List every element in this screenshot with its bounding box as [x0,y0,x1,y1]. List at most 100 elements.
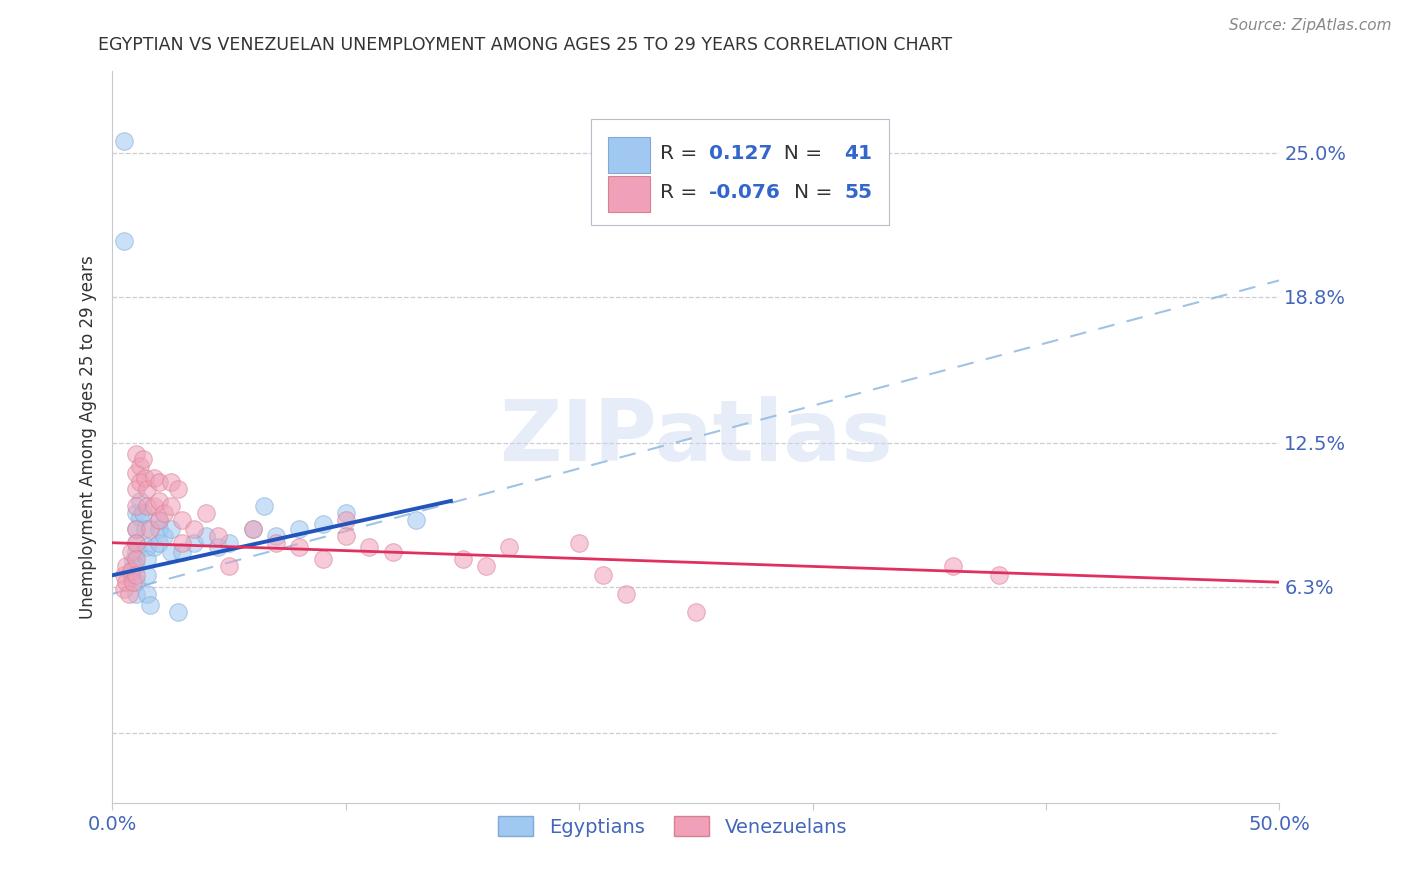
Point [129,510,152,524]
Point [172,535,194,549]
Point [136,587,159,601]
Point [120,564,142,578]
Point [125,552,148,566]
Point [136,483,159,497]
Text: R =: R = [659,183,703,202]
Point [125,575,148,590]
Point [134,522,156,536]
Point [115,575,138,590]
Point [120,564,142,578]
Point [160,499,183,513]
Point [125,587,148,601]
Text: -0.076: -0.076 [709,183,780,202]
Point [132,452,155,467]
Point [451,552,474,566]
Point [125,506,148,520]
Text: R =: R = [659,144,703,162]
Point [129,475,152,490]
Point [166,483,188,497]
Point [359,541,381,555]
Point [125,545,148,559]
Point [134,471,156,485]
Point [242,522,264,536]
Text: 41: 41 [844,144,872,162]
Point [148,475,170,490]
Point [218,558,240,573]
Point [112,134,135,148]
Point [125,499,148,513]
Text: Source: ZipAtlas.com: Source: ZipAtlas.com [1229,18,1392,33]
Point [115,558,138,573]
Point [153,506,176,520]
Point [264,535,287,549]
Point [942,558,965,573]
Point [381,545,404,559]
Point [129,494,152,508]
Point [148,535,170,549]
Point [160,545,183,559]
Point [288,541,311,555]
Point [125,483,148,497]
Point [112,568,135,582]
Text: N =: N = [770,144,828,162]
Text: 0.127: 0.127 [709,144,772,162]
Point [335,506,357,520]
Point [614,587,637,601]
FancyBboxPatch shape [609,176,651,211]
Point [335,512,357,526]
Point [125,535,148,549]
Point [183,522,205,536]
Text: EGYPTIAN VS VENEZUELAN UNEMPLOYMENT AMONG AGES 25 TO 29 YEARS CORRELATION CHART: EGYPTIAN VS VENEZUELAN UNEMPLOYMENT AMON… [98,36,952,54]
Point [143,471,166,485]
Point [143,541,166,555]
Point [160,475,183,490]
Point [139,522,162,536]
Point [112,582,135,597]
Point [120,568,142,582]
Point [160,522,183,536]
Point [148,512,170,526]
Point [172,545,194,559]
Point [143,499,166,513]
Point [988,568,1011,582]
Point [122,575,145,590]
Point [207,541,229,555]
Point [148,522,170,536]
Point [125,558,148,573]
Point [153,529,176,543]
Point [166,606,188,620]
FancyBboxPatch shape [591,119,889,225]
Point [118,587,141,601]
Text: ZIPatlas: ZIPatlas [499,395,893,479]
Point [207,529,229,543]
Point [125,522,148,536]
FancyBboxPatch shape [609,137,651,173]
Point [253,499,276,513]
Point [139,599,162,613]
Point [148,494,170,508]
Legend: Egyptians, Venezuelans: Egyptians, Venezuelans [491,808,855,845]
Text: N =: N = [794,183,839,202]
Point [129,459,152,474]
Point [125,568,148,582]
Point [136,552,159,566]
Point [125,535,148,549]
Point [183,535,205,549]
Point [568,535,591,549]
Point [132,506,155,520]
Point [264,529,287,543]
Y-axis label: Unemployment Among Ages 25 to 29 years: Unemployment Among Ages 25 to 29 years [79,255,97,619]
Point [136,499,159,513]
Point [592,568,614,582]
Point [112,234,135,248]
Point [125,522,148,536]
Point [136,541,159,555]
Text: 55: 55 [844,183,872,202]
Point [405,512,427,526]
Point [335,529,357,543]
Point [172,512,194,526]
Point [311,517,333,532]
Point [498,541,520,555]
Point [120,545,142,559]
Point [288,522,311,536]
